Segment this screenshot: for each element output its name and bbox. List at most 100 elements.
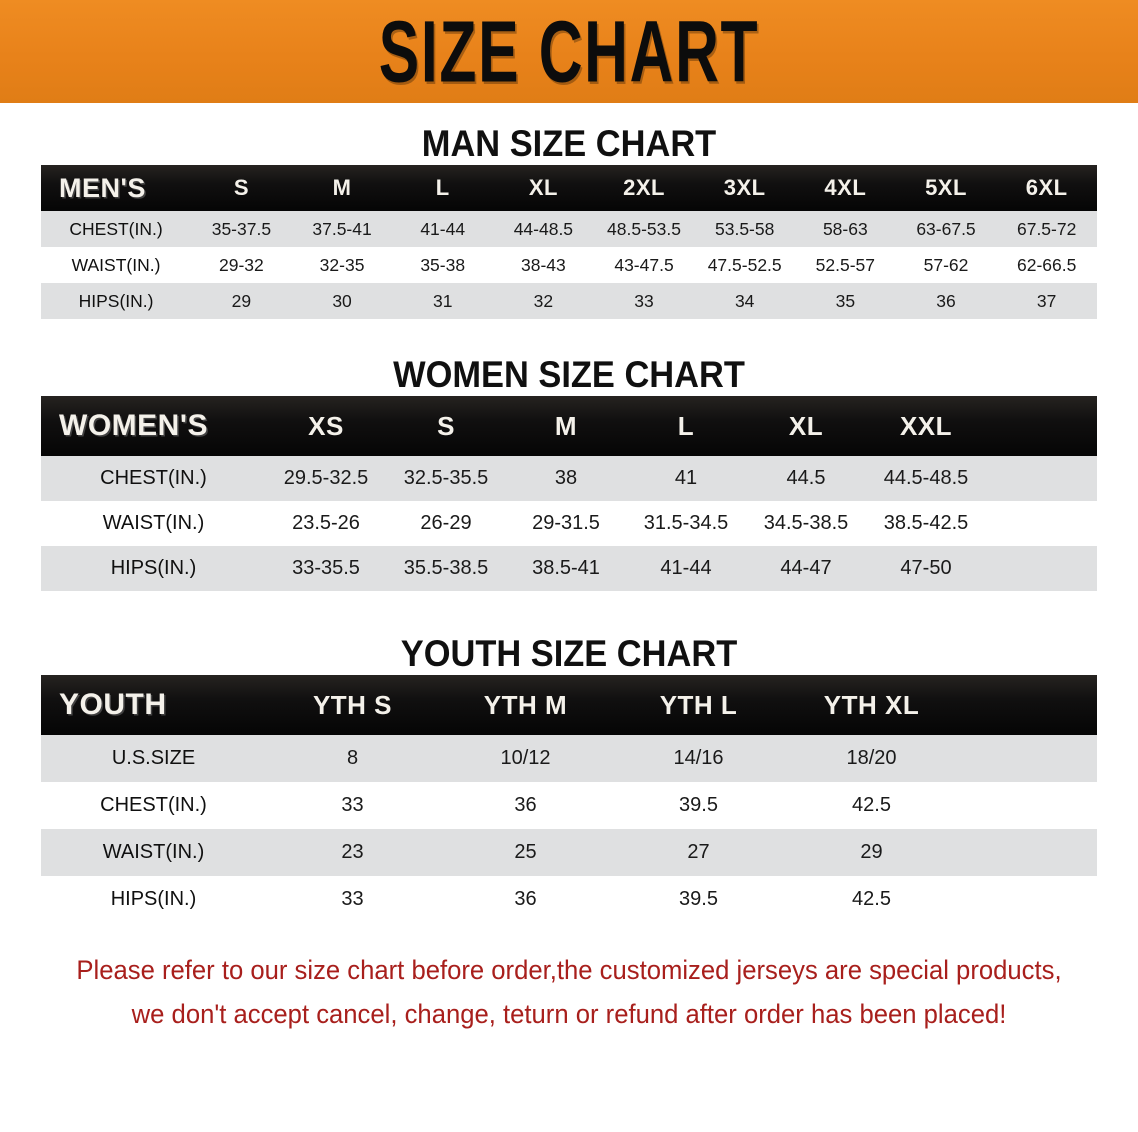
- page-banner: SIZE CHART: [0, 0, 1138, 103]
- table-row: CHEST(IN.) 29.5-32.5 32.5-35.5 38 41 44.…: [41, 456, 1097, 501]
- women-col-header-xxl: XXL: [866, 396, 986, 456]
- women-size-table: WOMEN'S XS S M L XL XXL CHEST(IN.) 29.5-…: [41, 396, 1097, 591]
- man-header-label: MEN'S: [41, 165, 192, 211]
- table-cell: 44.5: [746, 456, 866, 501]
- table-cell: 35.5-38.5: [386, 546, 506, 591]
- table-cell: 52.5-57: [795, 247, 896, 283]
- table-cell: 27: [612, 829, 785, 876]
- table-cell: 33: [593, 283, 695, 319]
- table-cell: 33: [266, 876, 439, 923]
- women-table-header-row: WOMEN'S XS S M L XL XXL: [41, 396, 1097, 456]
- youth-col-header-spacer: [958, 675, 1097, 735]
- table-row: WAIST(IN.) 23.5-26 26-29 29-31.5 31.5-34…: [41, 501, 1097, 546]
- youth-row-label-chest: CHEST(IN.): [41, 782, 266, 829]
- women-row-label-hips: HIPS(IN.): [41, 546, 266, 591]
- table-cell-spacer: [986, 546, 1097, 591]
- table-row: HIPS(IN.) 29 30 31 32 33 34 35 36 37: [41, 283, 1097, 319]
- table-cell: 36: [895, 283, 997, 319]
- table-cell: 29: [785, 829, 958, 876]
- youth-size-table: YOUTH YTH S YTH M YTH L YTH XL U.S.SIZE …: [41, 675, 1097, 923]
- table-row: HIPS(IN.) 33 36 39.5 42.5: [41, 876, 1097, 923]
- table-cell: 37: [996, 283, 1097, 319]
- table-cell: 10/12: [439, 735, 612, 782]
- table-cell-spacer: [986, 501, 1097, 546]
- youth-table-wrapper: YOUTH YTH S YTH M YTH L YTH XL U.S.SIZE …: [41, 675, 1097, 923]
- man-size-table: MEN'S S M L XL 2XL 3XL 4XL 5XL 6XL CHEST…: [41, 165, 1097, 319]
- table-cell: 44-47: [746, 546, 866, 591]
- youth-row-label-hips: HIPS(IN.): [41, 876, 266, 923]
- table-cell: 33-35.5: [266, 546, 386, 591]
- table-cell: 41-44: [392, 211, 494, 247]
- youth-col-header-yth-s: YTH S: [266, 675, 439, 735]
- footer-disclaimer: Please refer to our size chart before or…: [61, 949, 1078, 1036]
- women-col-header-xs: XS: [266, 396, 386, 456]
- table-cell: 29-32: [191, 247, 292, 283]
- man-col-header-4xl: 4XL: [795, 165, 896, 211]
- man-col-header-2xl: 2XL: [593, 165, 695, 211]
- table-cell: 29: [191, 283, 292, 319]
- table-cell: 26-29: [386, 501, 506, 546]
- banner-title: SIZE CHART: [378, 1, 760, 100]
- table-cell: 35-38: [392, 247, 494, 283]
- table-cell: 37.5-41: [291, 211, 393, 247]
- table-cell: 23: [266, 829, 439, 876]
- table-row: CHEST(IN.) 33 36 39.5 42.5: [41, 782, 1097, 829]
- man-row-label-waist: WAIST(IN.): [41, 247, 192, 283]
- table-cell: 42.5: [785, 782, 958, 829]
- women-header-label: WOMEN'S: [41, 396, 266, 456]
- table-cell: 44.5-48.5: [866, 456, 986, 501]
- table-row: WAIST(IN.) 23 25 27 29: [41, 829, 1097, 876]
- man-table-header-row: MEN'S S M L XL 2XL 3XL 4XL 5XL 6XL: [41, 165, 1097, 211]
- table-cell: 8: [266, 735, 439, 782]
- youth-table-header-row: YOUTH YTH S YTH M YTH L YTH XL: [41, 675, 1097, 735]
- women-row-label-waist: WAIST(IN.): [41, 501, 266, 546]
- table-cell: 18/20: [785, 735, 958, 782]
- man-section-title: MAN SIZE CHART: [421, 123, 717, 164]
- table-cell: 67.5-72: [996, 211, 1097, 247]
- man-col-header-3xl: 3XL: [694, 165, 796, 211]
- youth-row-label-waist: WAIST(IN.): [41, 829, 266, 876]
- table-cell: 48.5-53.5: [593, 211, 695, 247]
- table-cell: 30: [291, 283, 393, 319]
- table-cell: 41-44: [626, 546, 746, 591]
- women-col-header-spacer: [986, 396, 1097, 456]
- table-cell: 57-62: [895, 247, 997, 283]
- footer-line-1: Please refer to our size chart before or…: [76, 955, 1062, 985]
- table-row: U.S.SIZE 8 10/12 14/16 18/20: [41, 735, 1097, 782]
- youth-section-title: YOUTH SIZE CHART: [400, 633, 738, 674]
- man-row-label-hips: HIPS(IN.): [41, 283, 192, 319]
- youth-col-header-yth-m: YTH M: [439, 675, 612, 735]
- table-cell: 38-43: [493, 247, 594, 283]
- table-cell: 63-67.5: [895, 211, 997, 247]
- table-cell-spacer: [958, 782, 1097, 829]
- youth-row-label-us-size: U.S.SIZE: [41, 735, 266, 782]
- table-cell: 31.5-34.5: [626, 501, 746, 546]
- table-cell-spacer: [986, 456, 1097, 501]
- man-col-header-m: M: [291, 165, 393, 211]
- man-col-header-xl: XL: [493, 165, 594, 211]
- man-col-header-5xl: 5XL: [895, 165, 997, 211]
- table-cell: 38.5-41: [506, 546, 626, 591]
- table-cell: 44-48.5: [493, 211, 594, 247]
- table-cell-spacer: [958, 876, 1097, 923]
- table-cell: 36: [439, 876, 612, 923]
- table-row: HIPS(IN.) 33-35.5 35.5-38.5 38.5-41 41-4…: [41, 546, 1097, 591]
- man-row-label-chest: CHEST(IN.): [41, 211, 192, 247]
- table-cell: 42.5: [785, 876, 958, 923]
- women-table-wrapper: WOMEN'S XS S M L XL XXL CHEST(IN.) 29.5-…: [41, 396, 1097, 591]
- table-row: WAIST(IN.) 29-32 32-35 35-38 38-43 43-47…: [41, 247, 1097, 283]
- table-cell: 39.5: [612, 876, 785, 923]
- table-cell: 36: [439, 782, 612, 829]
- table-cell: 14/16: [612, 735, 785, 782]
- women-col-header-l: L: [626, 396, 746, 456]
- table-cell: 38: [506, 456, 626, 501]
- women-row-label-chest: CHEST(IN.): [41, 456, 266, 501]
- footer-line-2: we don't accept cancel, change, teturn o…: [131, 998, 1007, 1029]
- table-cell: 53.5-58: [694, 211, 796, 247]
- table-cell: 34.5-38.5: [746, 501, 866, 546]
- youth-col-header-yth-l: YTH L: [612, 675, 785, 735]
- table-cell: 32-35: [291, 247, 393, 283]
- table-cell: 23.5-26: [266, 501, 386, 546]
- table-cell: 62-66.5: [996, 247, 1097, 283]
- table-cell: 39.5: [612, 782, 785, 829]
